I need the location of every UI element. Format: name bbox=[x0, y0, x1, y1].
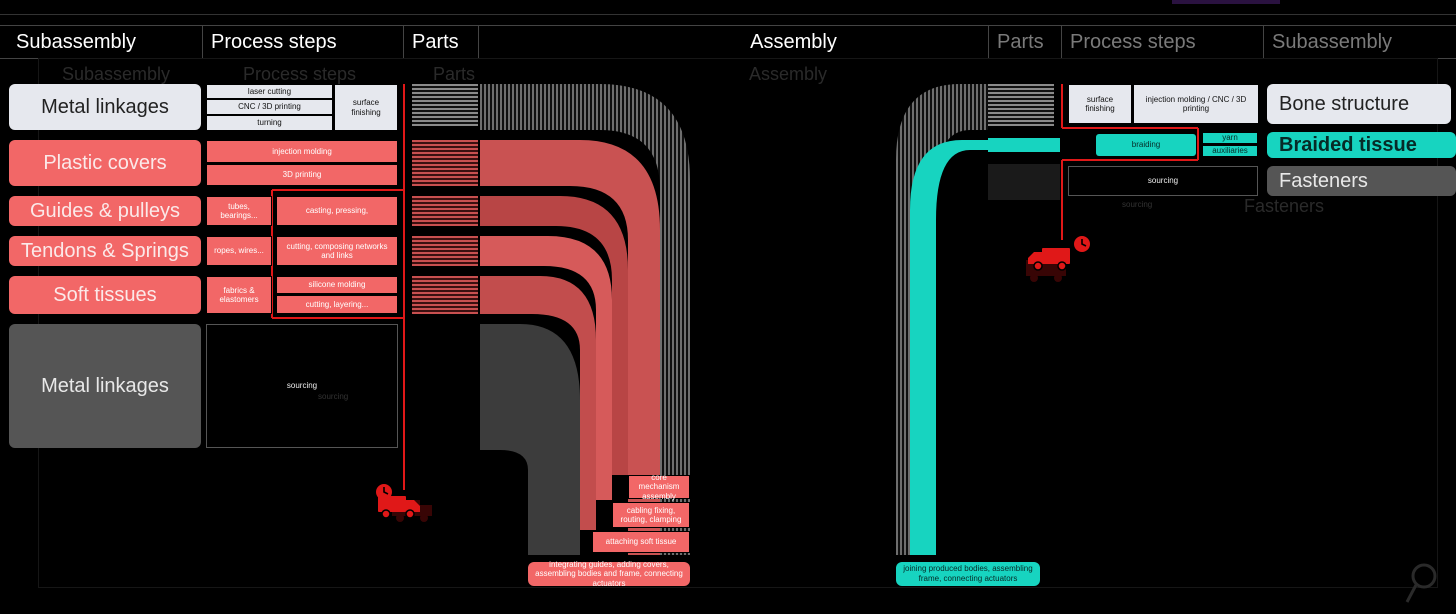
header-process-right: Process steps bbox=[1062, 26, 1264, 58]
ghost-frame bbox=[38, 58, 1438, 588]
step-3d-printing: 3D printing bbox=[206, 164, 398, 186]
header-rule-top bbox=[0, 25, 1456, 26]
step-cnc-3d-printing: CNC / 3D printing bbox=[206, 99, 333, 115]
step-casting-pressing: casting, pressing, bbox=[276, 196, 398, 226]
ghost-header-assembly: Assembly bbox=[749, 64, 828, 84]
header-subassembly-left: Subassembly bbox=[8, 26, 203, 58]
step-cutting-composing: cutting, composing networks and links bbox=[276, 236, 398, 266]
assembly-cabling-fixing: cabling fixing, routing, clamping bbox=[612, 502, 690, 528]
part-ropes-wires: ropes, wires... bbox=[206, 236, 272, 266]
ghost-header-parts: Parts bbox=[433, 64, 476, 84]
part-tubes-bearings: tubes, bearings... bbox=[206, 196, 272, 226]
step-sourcing-left: sourcing bbox=[206, 324, 398, 448]
assembly-attaching-soft-tissue: attaching soft tissue bbox=[592, 531, 690, 553]
header-parts-right: Parts bbox=[989, 26, 1062, 58]
subassembly-soft-tissues: Soft tissues bbox=[9, 276, 201, 314]
right-step-sourcing: sourcing bbox=[1068, 166, 1258, 196]
step-turning: turning bbox=[206, 115, 333, 131]
subassembly-plastic-covers: Plastic covers bbox=[9, 140, 201, 186]
right-step-surface-finishing: surface finishing bbox=[1068, 84, 1132, 124]
search-icon[interactable] bbox=[1404, 562, 1440, 606]
subassembly-guides-pulleys: Guides & pulleys bbox=[9, 196, 201, 226]
header-assembly: Assembly bbox=[479, 26, 989, 58]
subassembly-braided-tissue: Braided tissue bbox=[1267, 132, 1456, 158]
step-surface-finishing: surface finishing bbox=[334, 84, 398, 131]
step-silicone-molding: silicone molding bbox=[276, 276, 398, 294]
subassembly-tendons-springs: Tendons & Springs bbox=[9, 236, 201, 266]
subassembly-metal-linkages: Metal linkages bbox=[9, 84, 201, 130]
sourcing-ghost-left: sourcing bbox=[318, 392, 349, 401]
right-input-yarn: yarn bbox=[1202, 132, 1258, 144]
subassembly-fasteners: Fasteners bbox=[1267, 166, 1456, 196]
header-process-left: Process steps bbox=[203, 26, 404, 58]
right-input-auxiliaries: auxiliaries bbox=[1202, 145, 1258, 157]
delivery-truck-clock-icon bbox=[376, 484, 432, 522]
ghost-header-subassembly: Subassembly bbox=[62, 64, 171, 84]
top-purple-tab bbox=[1172, 0, 1280, 4]
step-injection-molding: injection molding bbox=[206, 140, 398, 163]
sourcing-ghost-right: sourcing bbox=[1122, 200, 1153, 209]
part-fabrics-elastomers: fabrics & elastomers bbox=[206, 276, 272, 314]
subassembly-metal-linkages-sourced: Metal linkages bbox=[9, 324, 201, 448]
left-final-assembly-label: integrating guides, adding covers, assem… bbox=[528, 560, 690, 588]
ghost-header-process: Process steps bbox=[243, 64, 357, 84]
right-step-braiding: braiding bbox=[1096, 134, 1196, 156]
right-final-assembly-label: joining produced bodies, assembling fram… bbox=[896, 562, 1040, 586]
right-step-bone-fabrication: injection molding / CNC / 3D printing bbox=[1133, 84, 1259, 124]
delivery-truck-clock-icon bbox=[1026, 236, 1090, 282]
top-rule bbox=[0, 14, 1456, 15]
header-subassembly-right: Subassembly bbox=[1272, 31, 1393, 53]
header-parts-left: Parts bbox=[404, 26, 479, 58]
subassembly-bone-structure: Bone structure bbox=[1267, 84, 1451, 124]
step-laser-cutting: laser cutting bbox=[206, 84, 333, 99]
ghost-fasteners: Fasteners bbox=[1244, 196, 1325, 216]
step-cutting-layering: cutting, layering... bbox=[276, 295, 398, 314]
assembly-core-mechanism: core mechanism assembly bbox=[628, 473, 690, 501]
